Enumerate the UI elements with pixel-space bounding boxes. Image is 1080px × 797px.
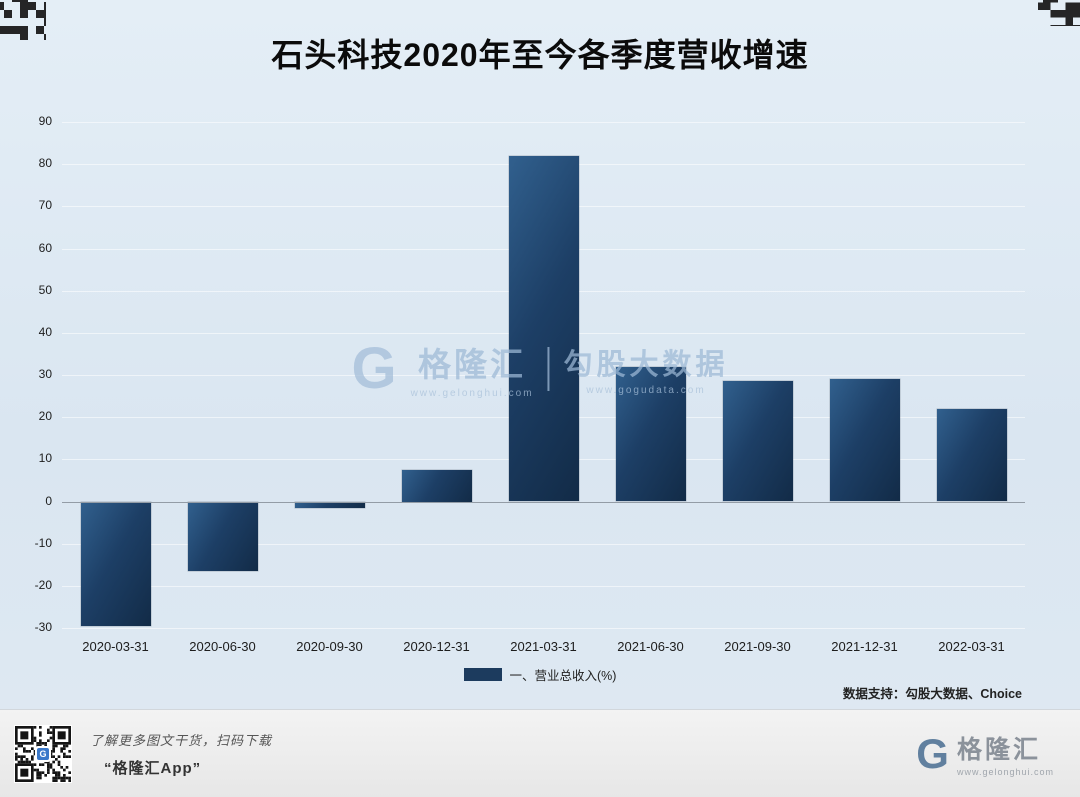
y-tick-label: 0 — [45, 493, 52, 508]
y-tick-label: -20 — [34, 577, 52, 592]
x-tick-label: 2021-06-30 — [617, 639, 684, 654]
bar-2020-12-31 — [401, 469, 472, 502]
footer-promo-line2: “格隆汇App” — [104, 759, 202, 777]
bar-2020-06-30 — [187, 501, 258, 572]
y-tick-label: 20 — [38, 409, 52, 424]
bar-2021-06-30 — [615, 366, 686, 502]
x-tick-label: 2021-03-31 — [510, 639, 577, 654]
y-gridline — [62, 122, 1025, 123]
bar-2021-03-31 — [508, 155, 579, 502]
y-tick-label: 70 — [38, 198, 52, 213]
y-tick-label: 10 — [38, 451, 52, 466]
footer-promo: 了解更多图文干货，扫码下载 “格隆汇App” — [90, 730, 916, 778]
y-tick-label: 40 — [38, 324, 52, 339]
gelonghui-logo-icon: G — [37, 747, 49, 760]
legend-label: 一、营业总收入(%) — [509, 669, 617, 683]
gelonghui-logo-icon: G — [351, 335, 397, 401]
x-axis-line — [62, 501, 1025, 503]
bar-2021-09-30 — [722, 381, 793, 502]
bar-2021-12-31 — [829, 379, 900, 502]
y-tick-label: 80 — [38, 156, 52, 171]
y-gridline — [62, 628, 1025, 629]
y-tick-label: -10 — [34, 535, 52, 550]
bar-2020-03-31 — [80, 501, 151, 626]
chart-legend: 一、营业总收入(%) — [0, 665, 1080, 684]
y-tick-label: -30 — [34, 620, 52, 634]
x-tick-label: 2021-12-31 — [831, 639, 898, 654]
footer-brand: G 格隆汇 www.gelonghui.com — [916, 730, 1054, 777]
footer-bar: G 了解更多图文干货，扫码下载 “格隆汇App” G 格隆汇 www.gelon… — [0, 709, 1080, 797]
x-tick-label: 2022-03-31 — [938, 639, 1005, 654]
footer-qr-code: G — [14, 724, 72, 786]
y-tick-label: 30 — [38, 367, 52, 381]
y-tick-label: 50 — [38, 282, 52, 297]
x-tick-label: 2020-06-30 — [189, 639, 256, 654]
footer-brand-url: www.gelonghui.com — [956, 767, 1054, 777]
y-gridline — [62, 585, 1025, 587]
gelonghui-logo-icon: G — [916, 729, 949, 777]
x-tick-label: 2021-09-30 — [724, 639, 791, 654]
y-tick-label: 90 — [38, 114, 52, 128]
corner-qr-fragment-top-left — [0, 0, 46, 40]
qr-center-logo: G — [35, 745, 51, 762]
data-support-note: 数据支持：勾股大数据、Choice — [842, 687, 1022, 701]
chart-title: 石头科技2020年至今各季度营收增速 — [271, 37, 809, 73]
y-tick-label: 60 — [38, 240, 52, 255]
bar-2020-09-30 — [294, 501, 365, 508]
x-tick-label: 2020-12-31 — [403, 639, 470, 654]
legend-swatch — [463, 668, 502, 681]
footer-promo-line1: 了解更多图文干货，扫码下载 — [90, 732, 273, 748]
x-tick-label: 2020-03-31 — [82, 639, 149, 654]
footer-brand-name: 格隆汇 — [956, 736, 1041, 764]
bar-2022-03-31 — [936, 408, 1007, 502]
qr-pattern — [15, 725, 71, 786]
x-tick-label: 2020-09-30 — [296, 639, 363, 654]
corner-qr-fragment-top-right — [1038, 0, 1080, 26]
y-gridline — [62, 543, 1025, 545]
